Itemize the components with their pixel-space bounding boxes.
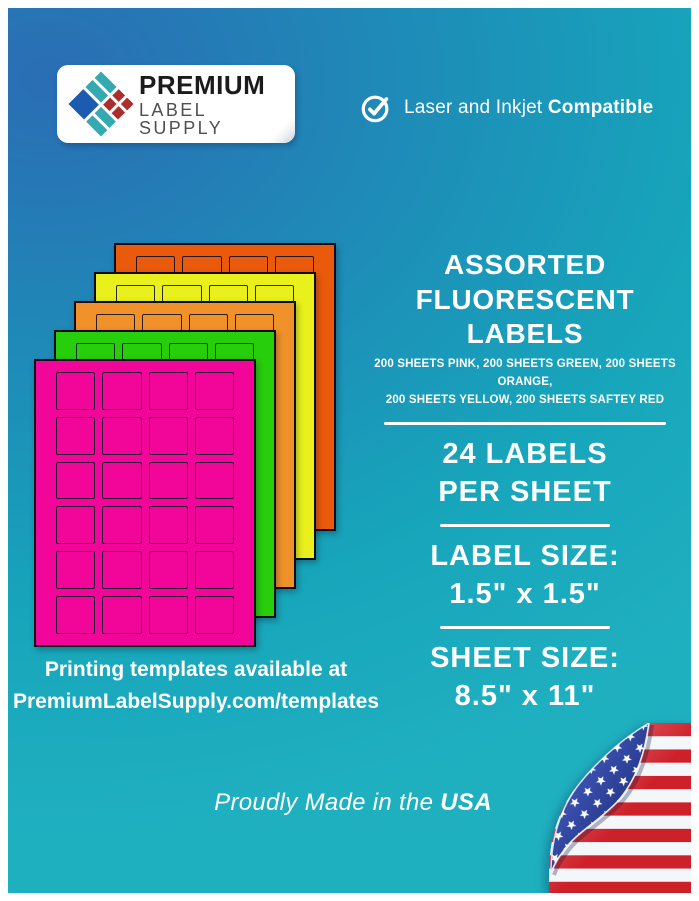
brand-name: PREMIUM LABEL SUPPLY bbox=[139, 72, 295, 137]
templates-note-line2: PremiumLabelSupply.com/templates bbox=[12, 689, 380, 713]
label-cell bbox=[148, 372, 188, 410]
subheadline-line1: 200 SHEETS PINK, 200 SHEETS GREEN, 200 S… bbox=[374, 358, 676, 388]
usa-flag-curl-graphic bbox=[549, 723, 691, 893]
label-cell bbox=[102, 461, 142, 500]
made-in-bold: USA bbox=[440, 789, 492, 816]
label-cell bbox=[56, 372, 96, 410]
compatibility-bold: Compatible bbox=[547, 97, 654, 118]
spec-label-size: LABEL SIZE: 1.5" x 1.5" bbox=[358, 537, 691, 614]
compatibility-text: Laser and Inkjet Compatible bbox=[404, 97, 653, 119]
label-cell bbox=[194, 596, 234, 634]
subheadline-line2: 200 SHEETS YELLOW, 200 SHEETS SAFTEY RED bbox=[385, 393, 665, 406]
label-cell bbox=[56, 416, 96, 455]
spec-3-line2: 8.5" x 11" bbox=[454, 680, 596, 713]
label-cell bbox=[56, 506, 96, 545]
label-cell bbox=[102, 551, 142, 590]
spec-labels-per-sheet: 24 LABELS PER SHEET bbox=[358, 435, 691, 512]
label-cell bbox=[194, 551, 234, 590]
background-gradient: PREMIUM LABEL SUPPLY Laser and Inkjet Co… bbox=[8, 8, 691, 893]
label-cell bbox=[56, 461, 96, 500]
label-cell bbox=[102, 416, 142, 455]
spec-2-line1: LABEL SIZE: bbox=[430, 539, 620, 572]
label-cell bbox=[148, 596, 188, 634]
spec-2-line2: 1.5" x 1.5" bbox=[449, 578, 601, 611]
headline: ASSORTED FLUORESCENT LABELS bbox=[358, 248, 691, 352]
compatibility-prefix: Laser and Inkjet bbox=[404, 97, 548, 118]
label-cell bbox=[148, 416, 188, 455]
label-cell bbox=[148, 461, 188, 500]
checkmark-circle-icon bbox=[361, 95, 389, 123]
brand-name-top: PREMIUM bbox=[139, 69, 266, 100]
compatibility-row: Laser and Inkjet Compatible bbox=[360, 92, 653, 124]
spec-3-line1: SHEET SIZE: bbox=[430, 641, 620, 674]
made-in-usa-text: Proudly Made in the USA bbox=[128, 789, 578, 817]
brand-logo-card: PREMIUM LABEL SUPPLY bbox=[57, 65, 295, 143]
divider-line-2 bbox=[440, 523, 610, 527]
label-cell bbox=[194, 461, 234, 500]
label-cell bbox=[194, 506, 234, 545]
label-cell bbox=[148, 506, 188, 545]
templates-note-line1: Printing templates available at bbox=[44, 658, 348, 681]
spec-1-line2: PER SHEET bbox=[438, 476, 612, 509]
divider-line-1 bbox=[384, 421, 666, 425]
product-info-column: ASSORTED FLUORESCENT LABELS 200 SHEETS P… bbox=[358, 248, 691, 716]
label-cell bbox=[102, 372, 142, 410]
label-cell bbox=[56, 596, 96, 634]
spec-sheet-size: SHEET SIZE: 8.5" x 11" bbox=[358, 639, 691, 716]
made-in-prefix: Proudly Made in the bbox=[214, 789, 441, 816]
label-cell bbox=[194, 372, 234, 410]
label-cell bbox=[56, 551, 96, 590]
label-cell bbox=[194, 416, 234, 455]
label-sheet-pink bbox=[34, 359, 256, 647]
headline-line2: FLUORESCENT LABELS bbox=[415, 283, 635, 350]
label-cell bbox=[102, 596, 142, 634]
brand-name-bottom: LABEL SUPPLY bbox=[139, 99, 224, 138]
subheadline: 200 SHEETS PINK, 200 SHEETS GREEN, 200 S… bbox=[358, 356, 691, 409]
label-sheet-stack bbox=[8, 8, 691, 893]
headline-line1: ASSORTED bbox=[444, 249, 606, 280]
label-cell bbox=[148, 551, 188, 590]
templates-note: Printing templates available at PremiumL… bbox=[10, 654, 382, 717]
spec-1-line1: 24 LABELS bbox=[442, 437, 608, 470]
divider-line-3 bbox=[440, 625, 610, 629]
label-cell bbox=[102, 506, 142, 545]
